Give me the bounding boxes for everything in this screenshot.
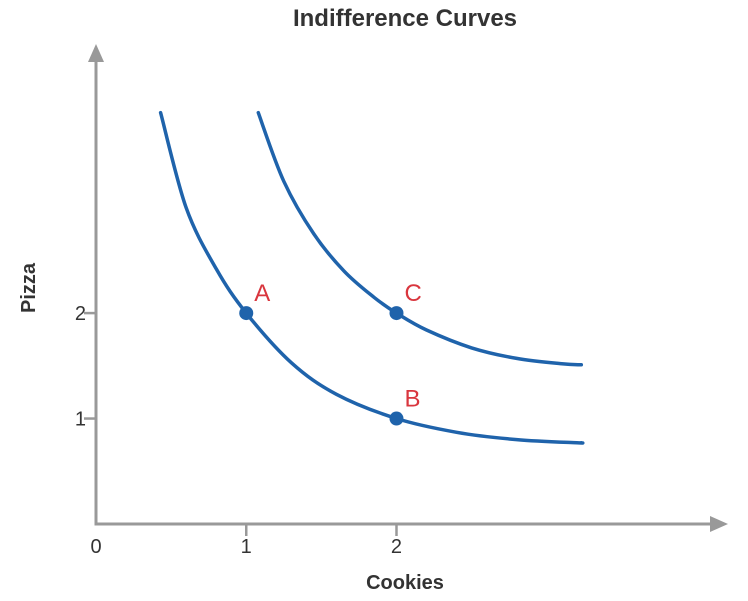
x-axis-arrow-icon [710, 516, 728, 532]
point-label-a: A [254, 280, 270, 307]
axes [88, 44, 728, 532]
indifference-curve-2 [256, 110, 584, 367]
point-b [389, 411, 404, 426]
y-axis-label: Pizza [18, 262, 40, 313]
x-axis-label: Cookies [366, 572, 444, 594]
curves [158, 110, 585, 445]
y-tick-label: 1 [75, 409, 86, 431]
point-c [389, 306, 404, 321]
point-a [239, 306, 254, 321]
indifference-curve-1 [158, 110, 585, 445]
point-label-c: C [404, 280, 421, 307]
x-tick-label: 2 [391, 536, 402, 558]
x-tick-label: 1 [241, 536, 252, 558]
points: A B C [239, 280, 422, 426]
chart-title: Indifference Curves [293, 5, 517, 32]
y-axis-arrow-icon [88, 44, 104, 62]
point-label-b: B [404, 386, 420, 413]
y-tick-label: 2 [75, 303, 86, 325]
origin-label: 0 [90, 536, 101, 558]
ticks: 1 2 1 2 [75, 303, 402, 558]
